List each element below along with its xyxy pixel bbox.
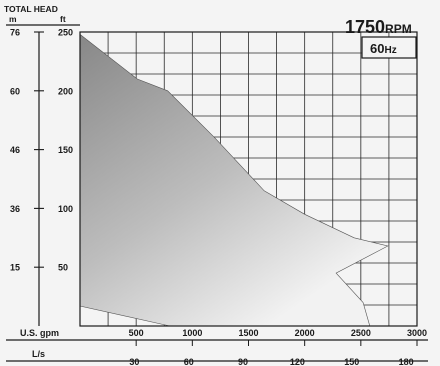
total-head-label: TOTAL HEAD	[4, 4, 58, 14]
x-tick-label-gpm: 3000	[407, 328, 427, 338]
speed-unit: RPM	[385, 22, 412, 36]
x-tick-label-ls: 150	[344, 357, 359, 366]
x-tick-label-ls: 60	[184, 357, 194, 366]
x-tick-label-gpm: 1000	[182, 328, 202, 338]
plot-border	[79, 31, 418, 327]
frequency-value: 60	[370, 41, 384, 56]
y-tick-label-ft: 50	[58, 263, 68, 273]
x-tick-label-gpm: 2000	[295, 328, 315, 338]
y-axis-ticks: 250 76 200 60 150 46 100 36 50 15	[10, 28, 73, 273]
x-tick-label-ls: 180	[399, 357, 414, 366]
x-axis-ticks: 500 30 1000 60 1500 90 2000 120 2500 150 3000 180	[129, 328, 427, 366]
frequency-badge-box	[361, 36, 417, 59]
y-tick-label-ft: 200	[58, 86, 73, 96]
frequency-badge: 60Hz	[370, 41, 397, 56]
plot-frame	[79, 31, 418, 327]
y-tick-label-ft: 250	[58, 28, 73, 38]
y-tick-label-ft: 150	[58, 145, 73, 155]
x-tick-label-gpm: 2500	[351, 328, 371, 338]
y-tick-label-m: 60	[10, 86, 20, 96]
unit-m-label: m	[9, 14, 17, 24]
y-tick-label-m: 15	[10, 263, 20, 273]
y-tick-label-m: 36	[10, 204, 20, 214]
ls-axis-label: L/s	[32, 349, 45, 359]
performance-envelope	[79, 33, 389, 327]
x-tick-label-ls: 30	[129, 357, 139, 366]
y-tick-label-m: 46	[10, 145, 20, 155]
x-tick-label-gpm: 1500	[238, 328, 258, 338]
x-tick-label-ls: 120	[290, 357, 305, 366]
unit-ft-label: ft	[60, 14, 66, 24]
y-tick-label-ft: 100	[58, 204, 73, 214]
x-tick-label-gpm: 500	[129, 328, 144, 338]
y-tick-label-m: 76	[10, 28, 20, 38]
gpm-axis-label: U.S. gpm	[20, 328, 59, 338]
speed-badge: 1750RPM	[345, 17, 412, 37]
x-tick-label-ls: 90	[238, 357, 248, 366]
frequency-unit: Hz	[384, 45, 396, 56]
speed-value: 1750	[345, 17, 385, 37]
